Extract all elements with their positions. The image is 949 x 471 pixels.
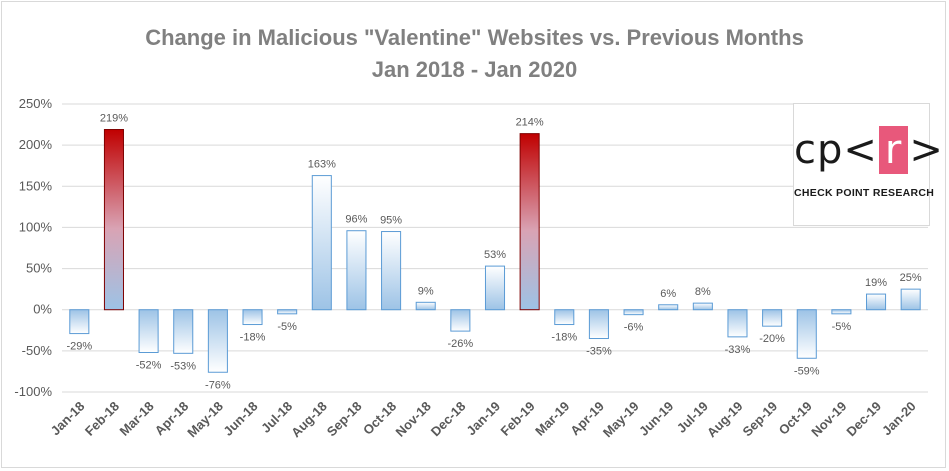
data-label: -29% (66, 341, 92, 353)
data-label: -6% (624, 322, 644, 334)
data-label: 9% (418, 285, 434, 297)
cpr-logo-mark: cp< r > (794, 126, 943, 174)
bar-nov-18 (415, 301, 436, 311)
bar-may-19 (623, 309, 644, 316)
data-label: -33% (725, 344, 751, 356)
data-labels: -29% 219% -52% -53% -76% -18% -5% 163% 96% 95% 9% -… (66, 113, 921, 392)
x-tick-label: Jan-19 (463, 399, 503, 439)
x-tick-label: Jan-20 (879, 399, 919, 439)
bar-oct-18 (381, 231, 402, 311)
data-label: 214% (516, 117, 544, 129)
logo-prefix: cp< (794, 127, 878, 173)
chart-title-line: Change in Malicious "Valentine" Websites… (145, 25, 804, 50)
bar-feb-18 (103, 129, 124, 311)
y-tick-label: 250% (19, 96, 53, 111)
x-tick-label: Jun-19 (636, 399, 676, 439)
bar-sep-18 (346, 230, 367, 311)
data-label: 25% (900, 272, 922, 284)
chart-title: Change in Malicious "Valentine" Websites… (0, 22, 949, 86)
x-tick-label: Mar-18 (116, 399, 156, 439)
data-label: 163% (308, 159, 336, 171)
bar-jul-18 (277, 309, 298, 315)
x-tick-label: May-19 (600, 399, 642, 441)
bar-jun-18 (242, 309, 263, 326)
x-tick-label: Nov-18 (393, 399, 434, 440)
y-tick-label: -50% (22, 343, 53, 358)
x-tick-label: Feb-19 (498, 399, 538, 439)
data-label: 96% (345, 214, 367, 226)
x-tick-label: Nov-19 (808, 399, 849, 440)
data-label: -18% (240, 332, 266, 344)
data-label: -35% (586, 346, 612, 358)
bar-aug-19 (727, 309, 748, 338)
y-tick-label: 150% (19, 178, 53, 193)
data-label: -18% (551, 332, 577, 344)
data-label: 8% (695, 286, 711, 298)
bar-mar-18 (138, 309, 159, 354)
data-label: 95% (380, 215, 402, 227)
data-label: -76% (205, 379, 231, 391)
data-label: -5% (832, 321, 852, 333)
y-tick-label: 100% (19, 219, 53, 234)
x-tick-label: Sep-19 (739, 399, 780, 440)
logo-highlight: r (878, 126, 909, 174)
check-point-research-logo: cp< r > CHECK POINT RESEARCH (793, 103, 943, 226)
x-tick-label: Mar-19 (532, 399, 572, 439)
bar-jan-19 (484, 265, 506, 311)
data-label: 19% (865, 277, 887, 289)
bar-apr-18 (173, 309, 194, 354)
data-label: -52% (136, 360, 162, 372)
y-axis: -100% -50% 0% 50% 100% 150% 200% 250% (14, 96, 52, 399)
chart-subtitle: Jan 2018 - Jan 2020 (371, 57, 578, 82)
logo-text: CHECK POINT RESEARCH (794, 187, 935, 199)
y-tick-label: 0% (33, 302, 52, 317)
data-label: 219% (100, 113, 128, 125)
x-tick-label: Oct-19 (776, 399, 815, 438)
data-label: 6% (660, 288, 676, 300)
x-tick-label: Aug-18 (288, 399, 330, 441)
bar-aug-18 (311, 175, 332, 311)
x-tick-label: May-18 (184, 399, 226, 441)
x-tick-label: Sep-18 (324, 399, 365, 440)
data-label: -26% (448, 338, 474, 350)
logo-suffix: > (909, 127, 944, 173)
data-label: -59% (794, 365, 820, 377)
x-tick-label: Dec-18 (428, 399, 469, 440)
bar-dec-18 (450, 309, 471, 332)
x-tick-label: Apr-18 (152, 399, 192, 439)
y-tick-label: -100% (14, 384, 52, 399)
x-tick-label: Jun-18 (220, 399, 260, 439)
bar-oct-19 (796, 309, 817, 359)
x-tick-label: Feb-18 (82, 399, 122, 439)
bar-dec-19 (866, 293, 887, 311)
x-tick-label: Oct-18 (360, 399, 399, 438)
bar-jan-18 (69, 309, 90, 335)
bar-mar-19 (554, 309, 575, 326)
bar-sep-19 (762, 309, 783, 327)
x-axis: Jan-18Feb-18Mar-18Apr-18May-18Jun-18Jul-… (48, 399, 919, 441)
bar-apr-19 (588, 309, 609, 340)
y-tick-label: 50% (26, 261, 52, 276)
x-tick-label: Jan-18 (48, 399, 88, 439)
bar-feb-19 (519, 133, 540, 311)
x-tick-label: Aug-19 (704, 399, 746, 441)
data-label: 53% (484, 249, 506, 261)
bar-jun-19 (658, 304, 679, 311)
data-label: -53% (170, 360, 196, 372)
data-label: -20% (759, 333, 785, 345)
x-tick-label: Apr-19 (567, 399, 607, 439)
bar-nov-19 (831, 309, 852, 315)
bar-may-18 (207, 309, 228, 373)
y-tick-label: 200% (19, 137, 53, 152)
bar-jan-20 (900, 288, 921, 311)
bars (69, 129, 921, 373)
x-tick-label: Dec-19 (843, 399, 884, 440)
bar-jul-19 (692, 302, 713, 311)
data-label: -5% (277, 321, 297, 333)
